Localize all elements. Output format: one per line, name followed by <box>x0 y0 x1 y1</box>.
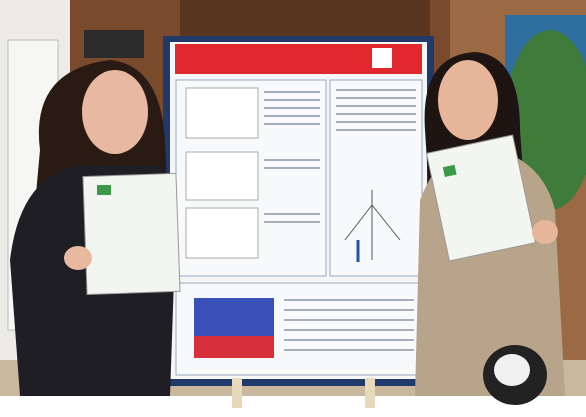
certificate-logo <box>442 164 457 178</box>
certificate-logo <box>97 185 111 195</box>
poster-diagram <box>344 190 401 262</box>
easel-leg <box>365 378 375 408</box>
face <box>438 60 498 140</box>
easel-leg <box>232 378 242 408</box>
wood-dark <box>180 0 430 40</box>
poster-figure <box>185 207 259 259</box>
poster-figure <box>185 87 259 139</box>
poster-logo <box>372 48 392 68</box>
wall-sign <box>84 30 144 58</box>
bag-print <box>494 354 530 386</box>
poster-figure <box>185 151 259 201</box>
certificate <box>82 172 181 296</box>
poster-plot <box>194 298 274 336</box>
hand <box>64 246 92 270</box>
bottom-border <box>0 396 586 417</box>
hand <box>532 220 558 244</box>
poster-text-lines <box>264 89 416 351</box>
face <box>82 70 148 154</box>
poster-plot-red <box>194 336 274 358</box>
poster-column <box>329 79 423 277</box>
